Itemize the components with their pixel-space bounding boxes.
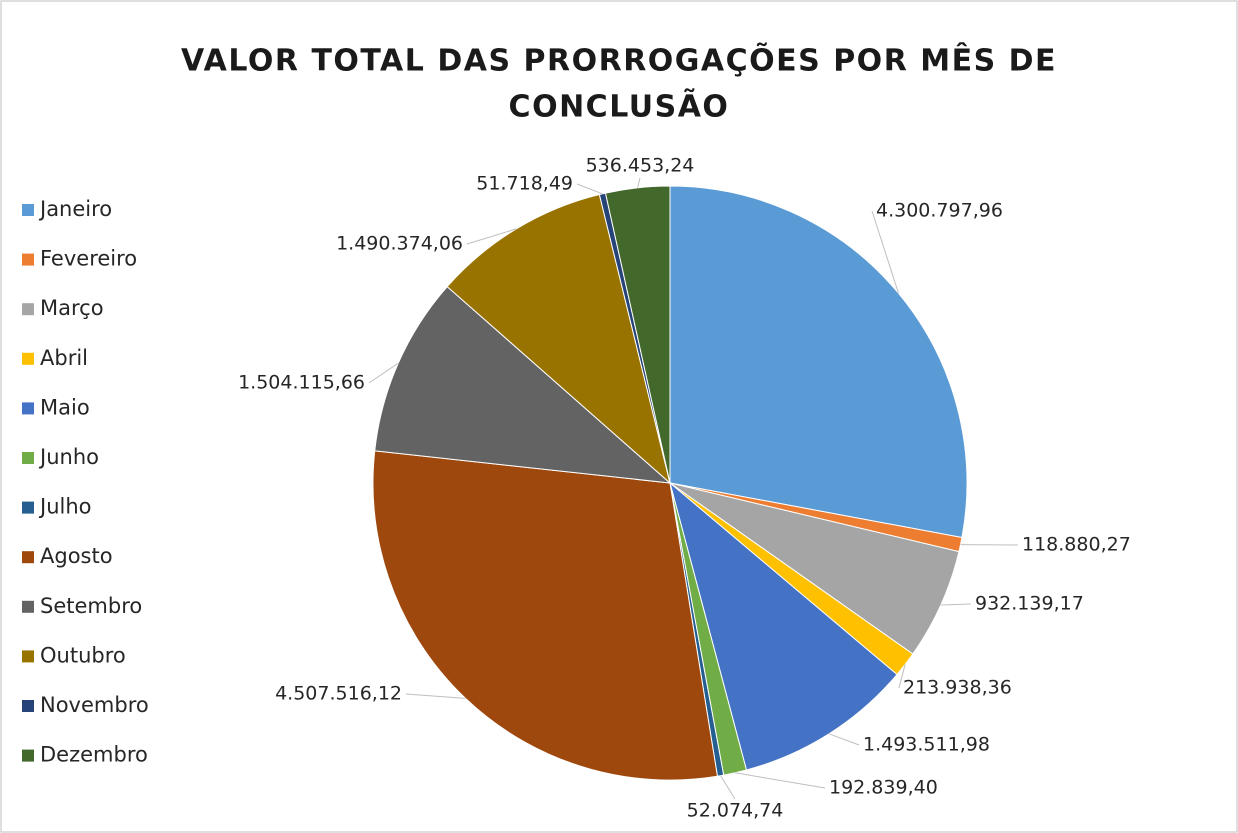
pie-slice: [669, 481, 898, 771]
legend-label: Janeiro: [38, 197, 112, 221]
legend-label: Outubro: [40, 643, 126, 667]
leader-line: [871, 210, 899, 294]
legend-swatch: [22, 650, 34, 663]
leader-line: [720, 775, 736, 800]
leader-line: [576, 183, 603, 195]
legend-label: Dezembro: [40, 743, 148, 767]
leader-line: [898, 664, 906, 689]
legend-swatch: [22, 700, 34, 712]
legend-label: Maio: [40, 395, 90, 419]
chart-title: CONCLUSÃO: [509, 88, 730, 125]
leader-line: [637, 177, 641, 188]
legend-label: Julho: [38, 495, 92, 519]
legend-swatch: [22, 551, 34, 564]
legend-label: Fevereiro: [40, 247, 137, 271]
legend-swatch: [22, 600, 34, 613]
leader-line: [828, 733, 860, 746]
legend-swatch: [22, 253, 34, 266]
data-label: 932.139,17: [975, 593, 1084, 615]
legend-label: Junho: [38, 445, 99, 469]
legend-swatch: [22, 352, 34, 365]
data-label: 52.074,74: [687, 800, 784, 822]
data-label: 51.718,49: [476, 173, 573, 195]
pie-slice: [372, 450, 719, 781]
leader-line: [735, 772, 826, 789]
legend-label: Novembro: [40, 693, 149, 717]
data-label: 1.504.115,66: [238, 372, 365, 394]
data-label: 4.507.516,12: [275, 683, 402, 705]
data-label: 1.493.511,98: [863, 734, 990, 756]
chart-title: VALOR TOTAL DAS PRORROGAÇÕES POR MÊS DE: [181, 42, 1057, 79]
pie-slice: [669, 185, 968, 539]
legend-swatch: [22, 749, 34, 762]
pie-slice: [446, 193, 671, 485]
data-label: 1.490.374,06: [336, 233, 463, 255]
legend-swatch: [22, 303, 34, 316]
pie-slice: [604, 185, 671, 484]
leader-line: [405, 693, 466, 699]
legend-label: Abril: [40, 346, 88, 370]
legend-label: Agosto: [40, 544, 113, 568]
leader-line: [368, 362, 399, 384]
data-label: 4.300.797,96: [876, 200, 1003, 222]
legend-swatch: [22, 402, 34, 415]
data-label: 192.839,40: [829, 777, 938, 799]
leader-line: [940, 603, 972, 606]
legend-label: Setembro: [40, 594, 142, 618]
legend-swatch: [22, 204, 34, 216]
data-label: 213.938,36: [903, 677, 1012, 699]
legend-swatch: [22, 452, 34, 464]
legend-label: Março: [40, 296, 104, 320]
legend-swatch: [22, 501, 34, 514]
data-label: 118.880,27: [1022, 534, 1131, 556]
data-label: 536.453,24: [586, 155, 695, 177]
leader-line: [466, 228, 517, 245]
pie-slice: [374, 285, 672, 484]
